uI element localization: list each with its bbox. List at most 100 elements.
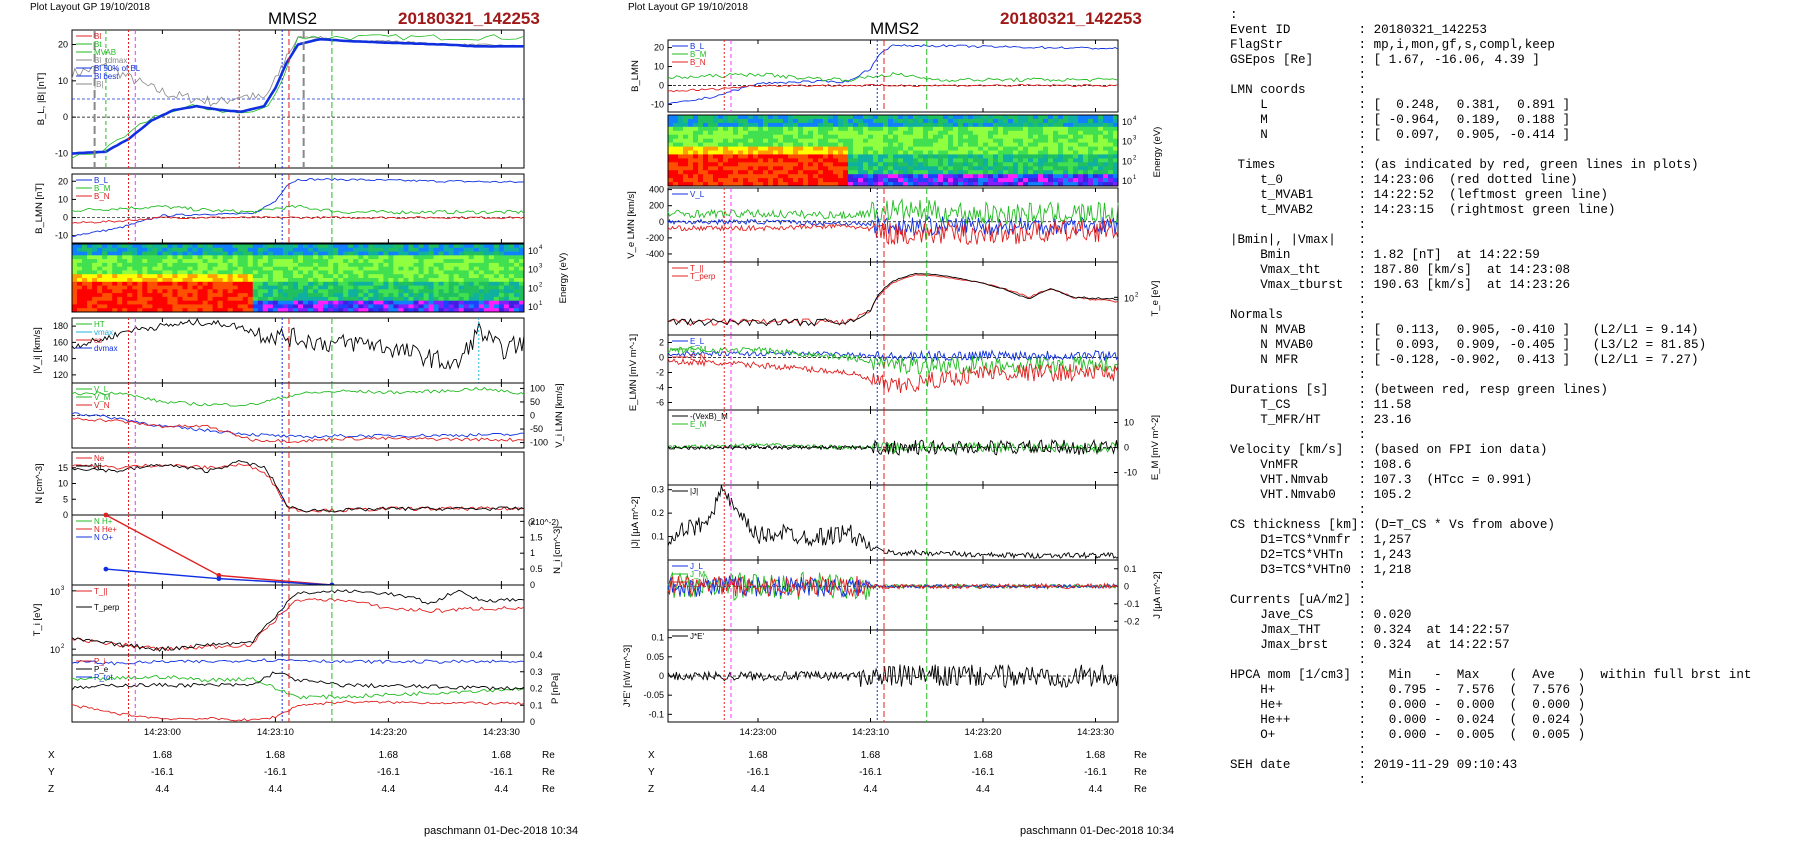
- spectrogram-cell: [933, 138, 939, 144]
- y-tick-label: 0: [63, 213, 68, 223]
- spectrogram-cell: [748, 170, 754, 175]
- spectrogram-cell: [262, 266, 269, 271]
- spectrogram-cell: [403, 274, 409, 279]
- spectrogram-cell: [242, 274, 249, 279]
- spectrogram-cell: [1033, 142, 1039, 147]
- spectrogram-cell: [693, 130, 699, 136]
- spectrogram-cell: [318, 304, 324, 309]
- spectrogram-cell: [212, 259, 219, 264]
- spectrogram-cell: [688, 115, 694, 120]
- spectrogram-cell: [508, 259, 515, 264]
- spectrogram-cell: [978, 162, 984, 167]
- spectrogram-cell: [257, 285, 264, 290]
- spectrogram-cell: [383, 285, 389, 290]
- spectrogram-cell: [1008, 174, 1014, 179]
- spectrogram-cell: [818, 122, 824, 128]
- spectrogram-cell: [247, 308, 254, 313]
- spectrogram-cell: [928, 170, 934, 175]
- spectrogram-cell: [958, 138, 964, 144]
- spectrogram-cell: [758, 142, 764, 147]
- spectrogram-cell: [818, 170, 824, 175]
- spectrogram-cell: [803, 162, 809, 167]
- spectrogram-cell: [257, 304, 264, 309]
- spectrogram-cell: [903, 134, 909, 140]
- spectrogram-cell: [488, 266, 495, 271]
- spectrogram-cell: [698, 138, 704, 144]
- spectrogram-cell: [503, 255, 510, 260]
- spectrogram-cell: [298, 274, 304, 279]
- spectrogram-cell: [738, 126, 744, 132]
- spectrogram-cell: [783, 146, 789, 151]
- spectrogram-cell: [1043, 170, 1049, 175]
- spectrogram-cell: [1093, 158, 1099, 163]
- spectrogram-cell: [748, 130, 754, 136]
- spectrogram-cell: [1103, 126, 1109, 132]
- spectrogram-cell: [413, 251, 419, 256]
- spectrogram-cell: [152, 281, 158, 287]
- spectrogram-cell: [1038, 122, 1044, 128]
- spectrogram-cell: [858, 182, 864, 187]
- spectrogram-cell: [753, 162, 759, 167]
- spectrogram-cell: [303, 259, 309, 264]
- spectrogram-cell: [983, 158, 989, 163]
- spectrogram-cell: [1093, 150, 1099, 155]
- spectrogram-cell: [77, 308, 83, 313]
- spectrogram-cell: [713, 126, 719, 132]
- spectrogram-cell: [933, 142, 939, 147]
- orbit-value: 1.68: [153, 750, 173, 761]
- spectrogram-cell: [147, 304, 153, 309]
- spectrogram-cell: [973, 134, 979, 140]
- spectrogram-cell: [483, 255, 490, 260]
- spectrogram-cell: [202, 308, 209, 313]
- spectrogram-cell: [212, 266, 219, 271]
- spectrogram-cell: [87, 278, 93, 283]
- spectrogram-cell: [903, 150, 909, 155]
- spectrogram-cell: [878, 126, 884, 132]
- spectrogram-cell: [217, 270, 224, 275]
- spectrogram-cell: [232, 274, 239, 279]
- spectrogram-cell: [993, 182, 999, 187]
- spectrogram-cell: [753, 122, 759, 128]
- y-tick-label: -200: [646, 233, 664, 243]
- spectrogram-cell: [723, 158, 729, 163]
- spectrogram-cell: [853, 174, 859, 179]
- spectrogram-cell: [993, 130, 999, 136]
- spectrogram-cell: [783, 115, 789, 120]
- spectrogram-cell: [147, 266, 153, 271]
- spectrogram-cell: [1063, 134, 1069, 140]
- y-tick-label: 5: [63, 494, 68, 504]
- spectrogram-cell: [293, 247, 299, 253]
- spectrogram-cell: [1033, 182, 1039, 187]
- spectrogram-cell: [478, 266, 485, 271]
- spectrogram-cell: [983, 182, 989, 187]
- spectrogram-cell: [883, 138, 889, 144]
- spectrogram-cell: [237, 266, 244, 271]
- spectrogram-cell: [468, 304, 475, 309]
- spectrogram-cell: [187, 300, 193, 305]
- spectrogram-cell: [948, 182, 954, 187]
- spectrogram-cell: [668, 138, 674, 144]
- spectrogram-cell: [948, 154, 954, 159]
- spectrogram-cell: [247, 247, 254, 253]
- spectrogram-cell: [207, 262, 214, 268]
- spectrogram-cell: [363, 262, 369, 268]
- spectrogram-cell: [708, 154, 714, 159]
- spectrogram-cell: [177, 274, 183, 279]
- spectrogram-cell: [493, 300, 500, 305]
- spectrogram-cell: [688, 154, 694, 159]
- spectrogram-cell: [453, 285, 460, 290]
- spectrogram-cell: [197, 300, 204, 305]
- spectrogram-cell: [433, 262, 440, 268]
- spectrogram-cell: [728, 182, 734, 187]
- spectrogram-cell: [938, 166, 944, 171]
- spectrogram-cell: [277, 270, 284, 275]
- spectrogram-cell: [333, 251, 339, 256]
- spectrogram-cell: [868, 130, 874, 136]
- spectrogram-cell: [97, 296, 103, 302]
- spectrogram-cell: [1098, 130, 1104, 136]
- spectrogram-cell: [1028, 166, 1034, 171]
- spectrogram-cell: [1098, 166, 1104, 171]
- spectrogram-cell: [793, 154, 799, 159]
- spectrogram-cell: [868, 146, 874, 151]
- spectrogram-cell: [478, 300, 485, 305]
